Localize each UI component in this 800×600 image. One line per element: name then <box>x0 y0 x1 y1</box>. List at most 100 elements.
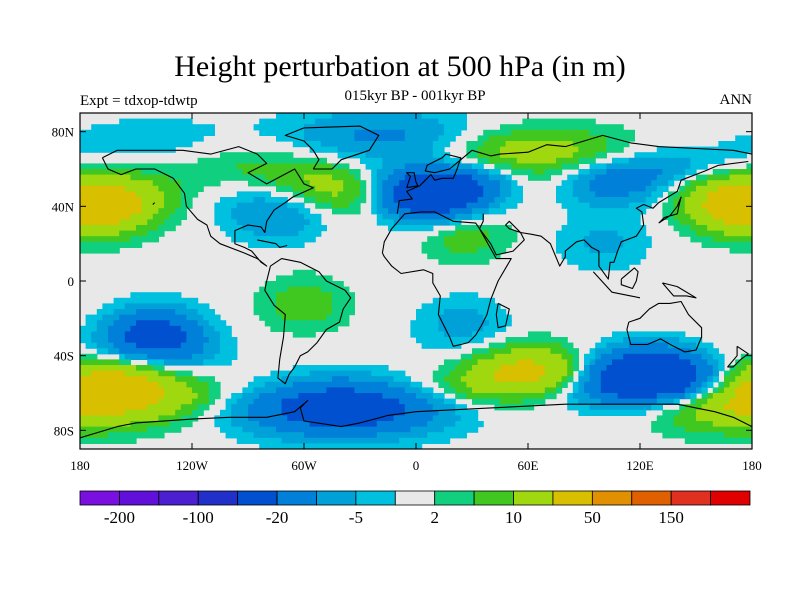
contour-cell <box>343 185 361 192</box>
contour-cell <box>292 365 389 372</box>
contour-cell <box>679 191 691 198</box>
contour-cell <box>561 180 574 187</box>
contour-cell <box>696 365 714 372</box>
contour-cell <box>600 370 697 377</box>
contour-cell <box>169 174 266 181</box>
contour-cell <box>701 381 708 388</box>
contour-cell <box>488 157 518 164</box>
contour-cell <box>80 185 126 192</box>
contour-cell <box>494 353 563 360</box>
contour-cell <box>444 129 462 136</box>
contour-cell <box>242 169 350 176</box>
contour-cell <box>231 213 305 220</box>
contour-cell <box>729 365 736 372</box>
contour-cell <box>337 191 361 198</box>
contour-cell <box>119 314 187 321</box>
contour-cell <box>102 314 120 321</box>
contour-cell <box>175 409 193 416</box>
contour-cell <box>85 320 98 327</box>
contour-cell <box>595 342 607 349</box>
contour-cell <box>281 314 327 321</box>
contour-cell <box>578 370 585 377</box>
contour-cell <box>511 180 518 187</box>
contour-cell <box>679 185 686 192</box>
contour-cell <box>472 213 484 220</box>
contour-cell <box>696 230 725 237</box>
contour-cell <box>572 381 579 388</box>
contour-cell <box>292 381 389 388</box>
contour-cell <box>488 348 512 355</box>
contour-cell <box>91 337 109 344</box>
contour-cell <box>544 169 563 176</box>
contour-cell <box>707 381 714 388</box>
contour-cell <box>354 129 406 136</box>
contour-cell <box>281 404 406 411</box>
contour-cell <box>276 297 333 304</box>
contour-cell <box>438 365 456 372</box>
contour-cell <box>578 376 591 383</box>
colorbar-box <box>276 490 317 506</box>
contour-cell <box>281 376 333 383</box>
coastline <box>658 196 682 224</box>
contour-cell <box>315 118 439 125</box>
contour-cell <box>483 185 501 192</box>
contour-cell <box>113 309 137 316</box>
contour-cell <box>231 409 249 416</box>
contour-cell <box>656 415 675 422</box>
contour-cell <box>80 331 92 338</box>
contour-cell <box>735 409 752 416</box>
contour-cell <box>214 415 232 422</box>
contour-cell <box>304 191 333 198</box>
contour-cell <box>259 118 316 125</box>
contour-cell <box>449 219 462 226</box>
contour-cell <box>91 124 215 131</box>
contour-cell <box>130 236 159 243</box>
contour-cell <box>584 365 591 372</box>
coastline <box>661 282 697 299</box>
contour-cell <box>701 393 708 400</box>
coastline <box>257 239 288 248</box>
lon-tick-label: 0 <box>413 458 420 473</box>
contour-cell <box>696 376 708 383</box>
contour-cell <box>595 359 613 366</box>
contour-cell <box>444 124 467 131</box>
contour-cell <box>488 135 607 142</box>
coastline <box>396 134 752 214</box>
contour-cell <box>192 398 210 405</box>
contour-cell <box>416 314 439 321</box>
contour-cell <box>567 393 574 400</box>
contour-cell <box>600 381 691 388</box>
contour-cell <box>612 331 686 338</box>
contour-cell <box>729 370 742 377</box>
contour-cell <box>472 387 546 394</box>
contour-cell <box>561 253 647 260</box>
contour-cell <box>690 381 703 388</box>
contour-cell <box>382 213 400 220</box>
contour-cell <box>707 180 752 187</box>
contour-cell <box>707 393 714 400</box>
contour-cell <box>180 180 221 187</box>
contour-cell <box>584 370 591 377</box>
contour-cell <box>528 174 551 181</box>
contour-cell <box>404 387 423 394</box>
contour-cell <box>203 359 232 366</box>
contour-cell <box>606 135 635 142</box>
contour-cell <box>242 426 277 433</box>
contour-cell <box>746 365 752 372</box>
contour-cell <box>567 404 591 411</box>
contour-cell <box>326 387 355 394</box>
contour-cell <box>600 337 624 344</box>
contour-cell <box>455 230 490 237</box>
contour-cell <box>472 353 495 360</box>
contour-cell <box>253 297 277 304</box>
contour-cell <box>80 213 131 220</box>
contour-cell <box>332 208 361 215</box>
contour-cell <box>220 225 243 232</box>
contour-cell <box>494 197 507 204</box>
contour-cell <box>169 320 199 327</box>
contour-cell <box>628 342 669 349</box>
contour-cell <box>80 393 165 400</box>
contour-cell <box>382 157 445 164</box>
contour-cell <box>80 225 137 232</box>
